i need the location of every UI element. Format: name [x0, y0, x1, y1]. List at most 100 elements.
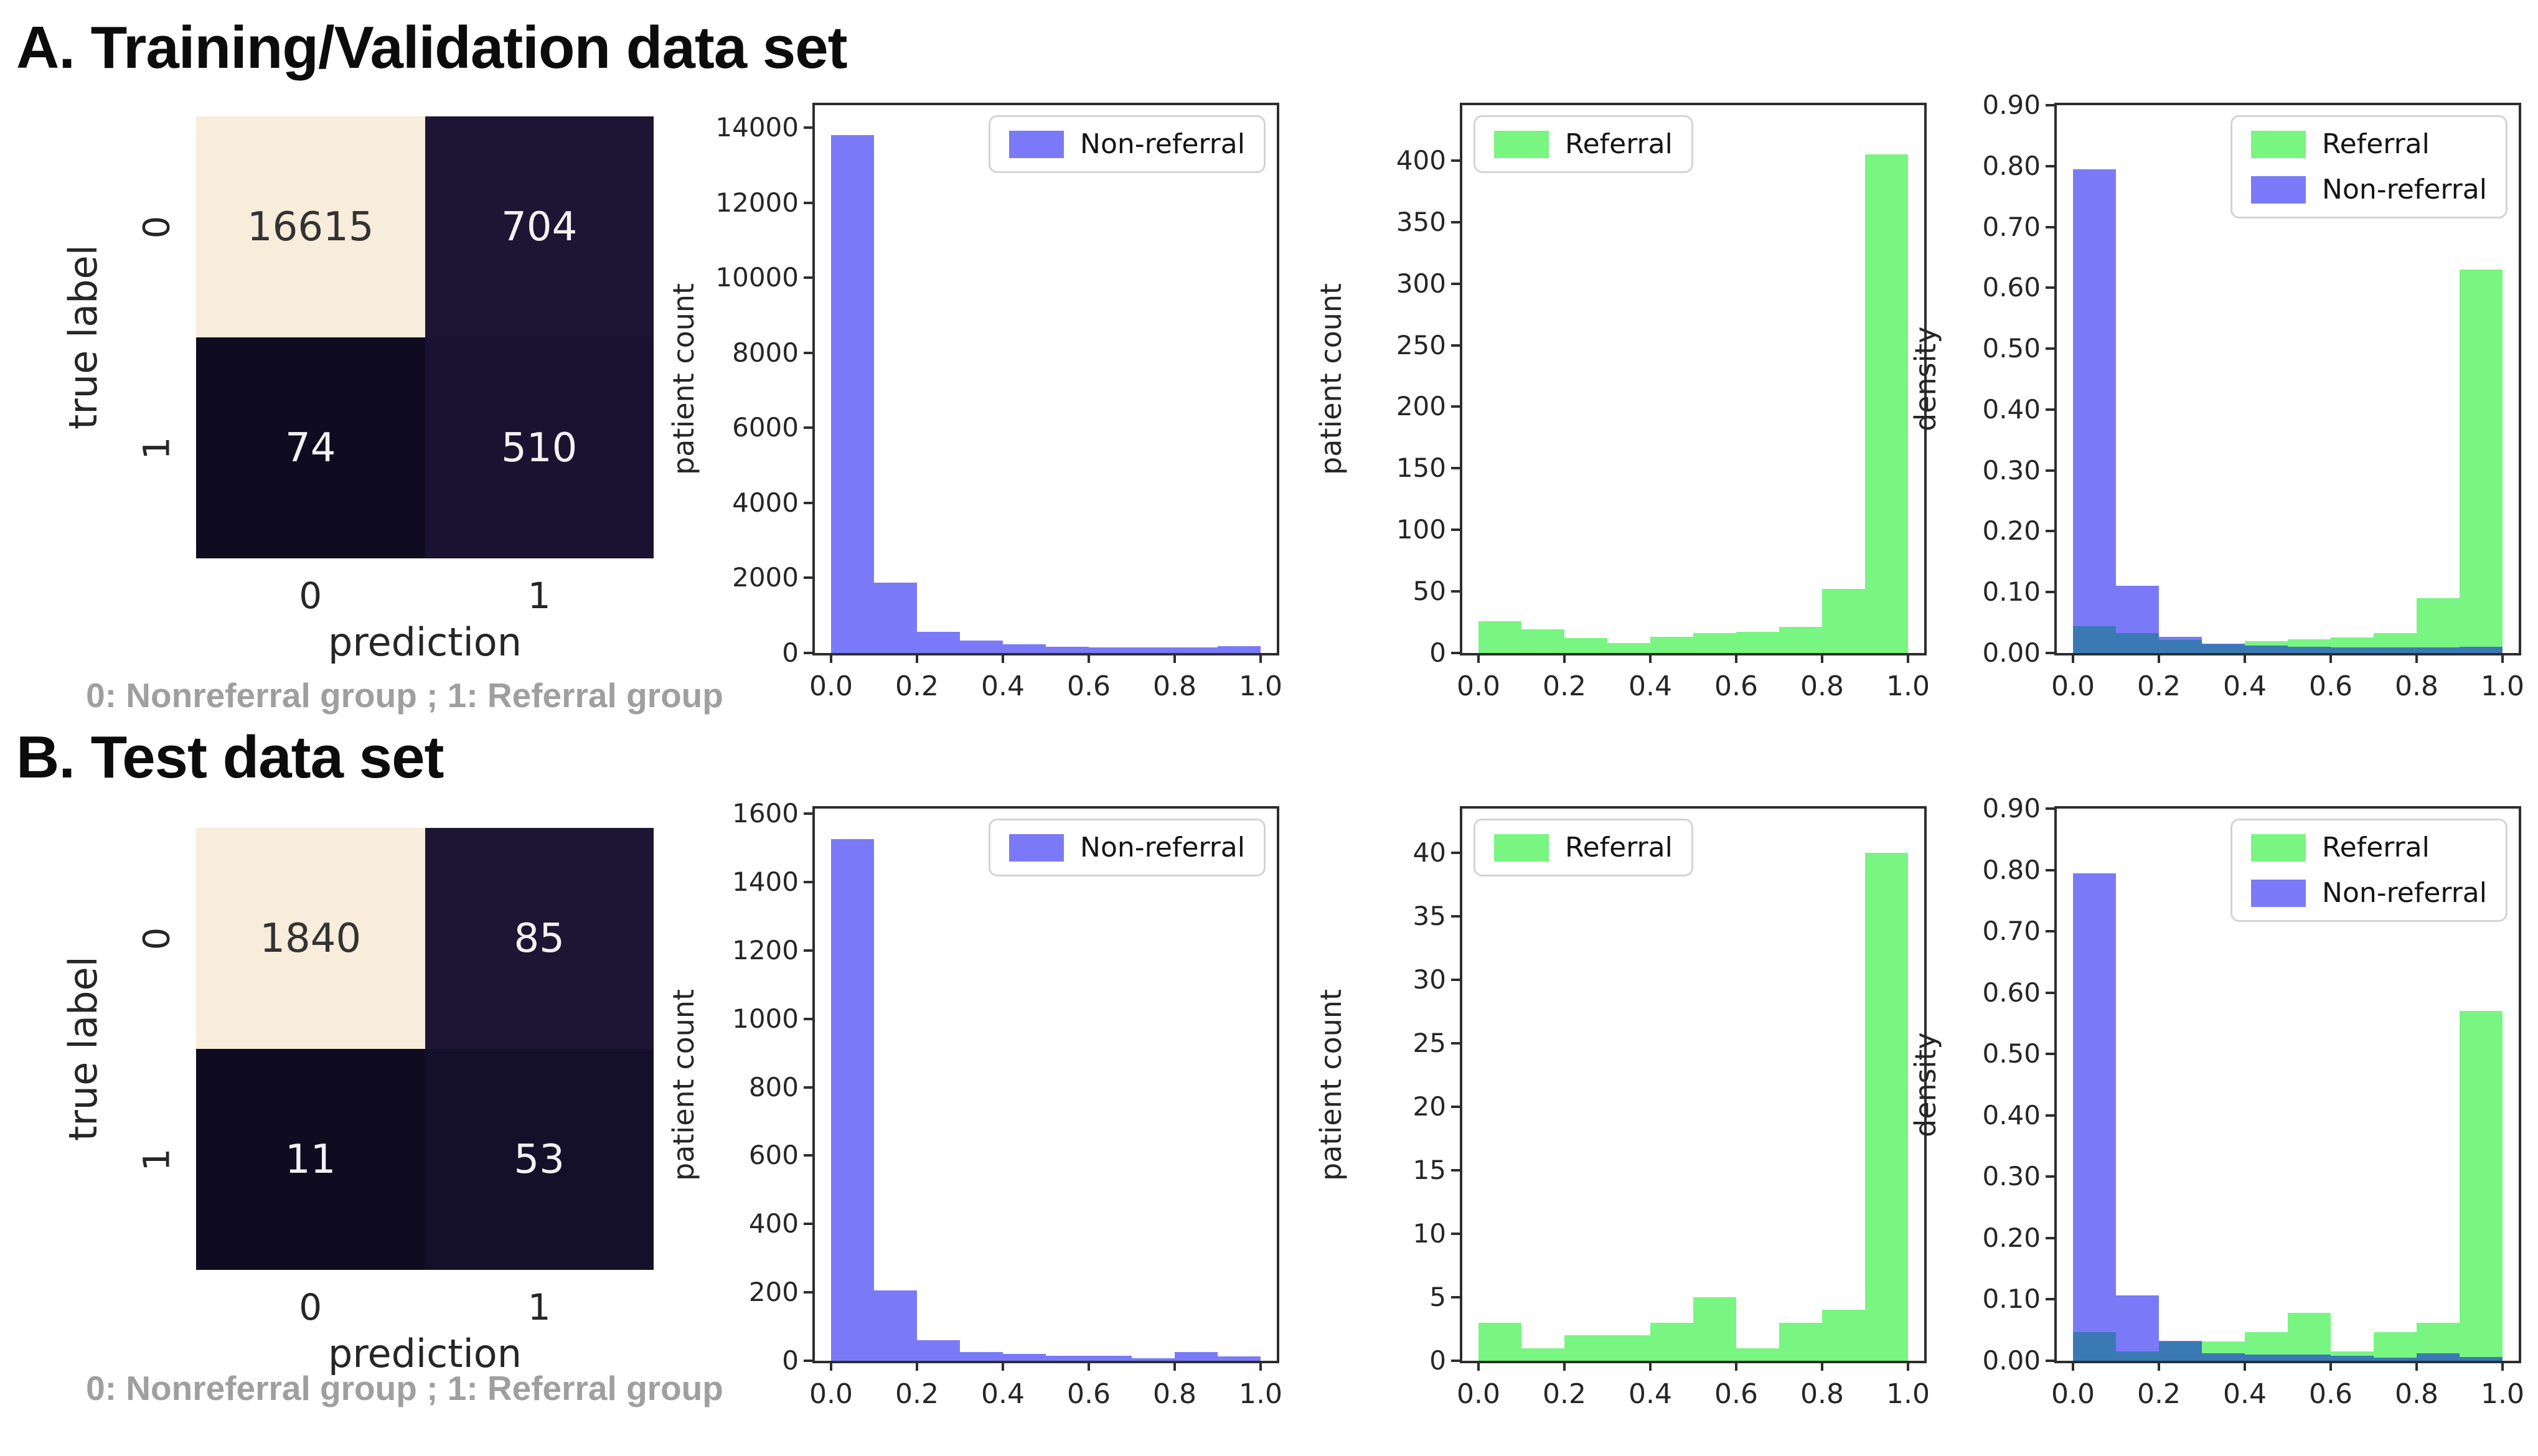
histogram-bar — [2115, 1295, 2159, 1352]
histogram-bar — [1089, 647, 1132, 653]
x-tick-mark — [1735, 653, 1737, 663]
histogram-bar — [1218, 646, 1261, 653]
y-tick-label: 15 — [1412, 1155, 1446, 1186]
histogram-bar — [1865, 154, 1909, 653]
y-tick-mark — [2046, 930, 2054, 933]
y-tick-label: 1600 — [732, 798, 799, 829]
y-tick-mark — [1451, 852, 1460, 855]
bars-layer — [2057, 105, 2519, 653]
histogram-bar — [1218, 1356, 1261, 1361]
x-tick-label: 0.0 — [1456, 1378, 1500, 1410]
y-tick-mark — [804, 501, 812, 504]
bars-layer — [815, 809, 1277, 1361]
histogram-bar — [1779, 1322, 1822, 1361]
x-tick-label: 0.8 — [1153, 1378, 1196, 1410]
legend-entry: Referral — [2251, 832, 2487, 863]
y-tick-label: 1200 — [732, 934, 799, 965]
bars-layer — [815, 105, 1277, 653]
cm-cell-value: 53 — [514, 1136, 565, 1183]
legend-label: Non-referral — [2322, 174, 2487, 205]
y-tick-label: 600 — [748, 1140, 799, 1171]
y-tick-mark — [804, 949, 812, 952]
y-tick-mark — [804, 201, 812, 204]
x-tick-mark — [1173, 653, 1177, 663]
y-tick-mark — [1451, 282, 1460, 285]
histogram-bar — [2374, 1332, 2417, 1358]
x-tick-label: 0.6 — [1067, 1378, 1111, 1410]
y-tick-mark — [1451, 590, 1460, 593]
x-tick-label: 0.6 — [1714, 670, 1758, 702]
cm-x-axis-label: prediction — [327, 619, 522, 665]
y-tick-label: 14000 — [715, 112, 799, 143]
x-tick-mark — [2243, 653, 2246, 663]
x-tick-label: 0.8 — [1153, 670, 1196, 702]
plot-area: 0.00 0.10 0.20 0.30 0.40 0.50 0.60 0.70 0.80 0.90… — [1909, 92, 2524, 703]
cm-x-tick-label: 1 — [527, 1286, 551, 1328]
x-tick-mark — [2329, 653, 2332, 663]
y-tick-mark — [2046, 1236, 2054, 1239]
y-tick-mark — [2046, 591, 2054, 594]
cm-cell-value: 85 — [514, 915, 565, 962]
bars-layer — [1462, 809, 1924, 1361]
x-tick-mark — [915, 1361, 918, 1371]
cm-cell-value: 74 — [285, 425, 336, 471]
y-tick-mark — [2046, 868, 2054, 871]
cm-y-tick-label: 1 — [135, 436, 177, 459]
y-tick-label: 0.70 — [1982, 211, 2041, 242]
cm-y-tick: 1 — [131, 337, 181, 558]
legend-box: Referral — [1473, 115, 1693, 173]
x-tick-label: 0.8 — [1800, 670, 1844, 702]
histogram-bar — [2288, 1313, 2331, 1355]
y-tick-label: 400 — [1396, 144, 1446, 176]
histogram-train-referral: 0 50 100 150 200 250 300 350 400 0.0 0.2 0.4 0.6 0.8 1… — [1314, 103, 1930, 702]
legend-swatch — [1494, 130, 1549, 158]
x-tick-mark — [1563, 653, 1566, 663]
y-tick-mark — [1451, 915, 1460, 918]
histogram-bar — [2158, 1341, 2202, 1361]
y-tick-label: 12000 — [715, 187, 799, 218]
y-tick-label: 0.50 — [1982, 1038, 2041, 1069]
x-tick-label: 1.0 — [1239, 670, 1282, 702]
x-tick-label: 0.4 — [980, 670, 1025, 702]
x-tick-label: 0.2 — [1542, 1378, 1586, 1410]
y-axis-label: density — [1909, 326, 1942, 432]
histogram-bar — [916, 632, 960, 653]
x-tick-label: 0.0 — [1456, 670, 1500, 702]
y-tick-label: 0.30 — [1982, 454, 2041, 486]
x-tick-mark — [915, 653, 918, 663]
legend-label: Referral — [2322, 832, 2430, 863]
x-tick-mark — [2071, 653, 2074, 663]
cm-cell: 510 — [425, 337, 654, 558]
x-tick-mark — [1648, 1361, 1652, 1371]
y-tick-mark — [804, 1017, 812, 1020]
caption-test: 0: Nonreferral group ; 1: Referral group — [86, 1369, 723, 1407]
histogram-bar — [1822, 589, 1866, 653]
x-tick-label: 0.0 — [809, 1378, 853, 1410]
histogram-bar — [2288, 1355, 2331, 1361]
histogram-bar — [2244, 646, 2288, 653]
x-tick-label: 0.0 — [2051, 1378, 2095, 1410]
y-tick-label: 0.20 — [1982, 1222, 2041, 1253]
plot-area: 0.00 0.10 0.20 0.30 0.40 0.50 0.60 0.70 0.80 0.90… — [1909, 795, 2524, 1411]
y-tick-mark — [804, 426, 812, 430]
histogram-bar — [1002, 1354, 1046, 1361]
y-tick-mark — [1451, 467, 1460, 470]
y-tick-mark — [2046, 991, 2054, 994]
cm-cell: 704 — [425, 116, 654, 337]
confusion-matrix-test: 1840 85 0 11 53 1 0 1 prediction true label — [60, 828, 654, 1376]
histogram-bar — [1564, 1335, 1607, 1361]
histogram-bar — [1736, 632, 1779, 653]
y-tick-mark — [804, 1291, 812, 1294]
x-tick-label: 1.0 — [1886, 670, 1930, 702]
histogram-bar — [830, 135, 874, 653]
legend-swatch — [2251, 176, 2306, 204]
x-tick-mark — [1001, 653, 1004, 663]
y-tick-mark — [2046, 1360, 2054, 1362]
y-tick-mark — [1451, 159, 1460, 162]
x-tick-label: 1.0 — [1239, 1378, 1282, 1410]
histogram-bar — [2201, 1341, 2245, 1354]
histogram-bar — [2244, 1355, 2288, 1361]
legend-label: Referral — [2322, 128, 2430, 160]
histogram-bar — [2158, 640, 2202, 653]
legend-swatch — [2251, 879, 2306, 907]
